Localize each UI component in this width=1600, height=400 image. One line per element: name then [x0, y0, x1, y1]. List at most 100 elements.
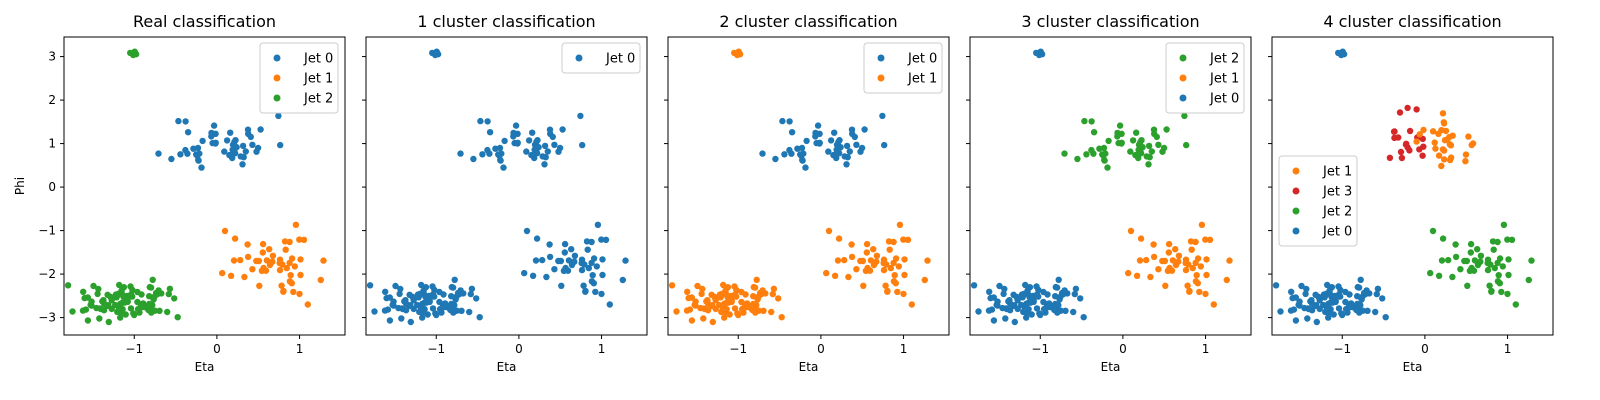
data-point — [1504, 236, 1511, 243]
data-point — [366, 282, 374, 289]
data-point — [122, 311, 129, 318]
data-point — [406, 291, 413, 298]
data-point — [249, 141, 256, 148]
data-point — [1118, 140, 1125, 147]
data-point — [582, 287, 589, 295]
data-point — [900, 236, 907, 243]
data-point — [851, 133, 858, 141]
data-point — [599, 256, 606, 263]
data-point — [1288, 288, 1295, 295]
data-point — [1165, 249, 1173, 256]
data-point — [1339, 48, 1346, 55]
data-point — [1175, 252, 1183, 259]
data-point — [1132, 151, 1139, 159]
data-point — [1155, 266, 1162, 273]
data-point — [1452, 241, 1459, 248]
axes-frame — [1271, 36, 1554, 336]
x-tick-label: 0 — [1421, 342, 1429, 356]
scatter-points — [668, 48, 931, 326]
data-point — [1467, 249, 1475, 256]
data-point — [1489, 238, 1497, 245]
data-point — [1183, 141, 1190, 149]
data-point — [1022, 314, 1030, 321]
data-point — [199, 137, 206, 145]
data-point — [127, 283, 134, 290]
data-point — [834, 257, 842, 264]
data-point — [775, 295, 782, 302]
data-point — [127, 291, 135, 298]
axes-frame — [969, 36, 1252, 336]
data-point — [588, 278, 596, 285]
data-point — [890, 259, 897, 267]
legend-box — [863, 42, 943, 94]
data-point — [768, 308, 775, 316]
data-point — [1088, 118, 1095, 125]
data-point — [300, 236, 308, 243]
data-point — [1020, 303, 1028, 310]
data-point — [484, 146, 491, 154]
data-point — [539, 256, 546, 264]
data-point — [1499, 263, 1507, 270]
data-point — [292, 221, 300, 228]
data-point — [231, 235, 239, 242]
data-point — [1435, 152, 1443, 159]
data-point — [371, 308, 378, 315]
data-point — [825, 227, 833, 235]
x-tick-label: 0 — [515, 342, 523, 356]
data-point — [1162, 282, 1169, 289]
legend-label: Jet 2 — [1209, 52, 1239, 67]
data-point — [1210, 301, 1218, 308]
data-point — [546, 253, 554, 261]
data-point — [259, 249, 266, 256]
data-point — [583, 238, 591, 245]
data-point — [1474, 246, 1481, 253]
data-point — [1335, 283, 1342, 290]
data-point — [1147, 273, 1154, 281]
y-tick-label: −1 — [38, 224, 56, 238]
data-point — [1525, 276, 1533, 284]
data-point — [1487, 261, 1494, 268]
data-point — [259, 240, 267, 248]
data-point — [473, 295, 480, 302]
legend-marker — [877, 74, 885, 82]
data-point — [1010, 291, 1017, 298]
data-point — [718, 308, 725, 316]
data-point — [1332, 297, 1339, 304]
data-point — [812, 133, 819, 140]
data-point — [448, 300, 455, 308]
data-point — [194, 144, 202, 152]
data-point — [1127, 148, 1134, 155]
data-point — [528, 151, 535, 159]
data-point — [1099, 151, 1106, 158]
data-point — [1438, 257, 1446, 264]
data-point — [1379, 295, 1386, 302]
data-point — [700, 315, 707, 322]
data-point — [1457, 266, 1464, 273]
data-point — [1137, 235, 1145, 242]
data-point — [1494, 259, 1501, 267]
data-point — [986, 288, 993, 295]
legend-label: Jet 1 — [1322, 165, 1352, 180]
data-point — [551, 141, 558, 148]
data-point — [94, 290, 101, 298]
data-point — [1303, 285, 1310, 293]
data-point — [891, 272, 898, 279]
data-point — [219, 269, 226, 277]
data-point — [1203, 271, 1210, 279]
data-point — [1390, 128, 1398, 135]
data-point — [559, 126, 566, 133]
data-point — [87, 301, 94, 309]
data-point — [1198, 221, 1206, 228]
y-axis-label: Phi — [13, 177, 27, 195]
data-point — [1125, 269, 1132, 277]
legend-label: Jet 1 — [303, 72, 333, 87]
data-point — [853, 141, 860, 148]
data-point — [778, 314, 785, 321]
data-point — [798, 144, 806, 152]
data-point — [867, 257, 875, 264]
data-point — [1373, 290, 1381, 298]
data-point — [742, 291, 749, 298]
data-point — [1449, 132, 1456, 139]
data-point — [262, 267, 270, 274]
